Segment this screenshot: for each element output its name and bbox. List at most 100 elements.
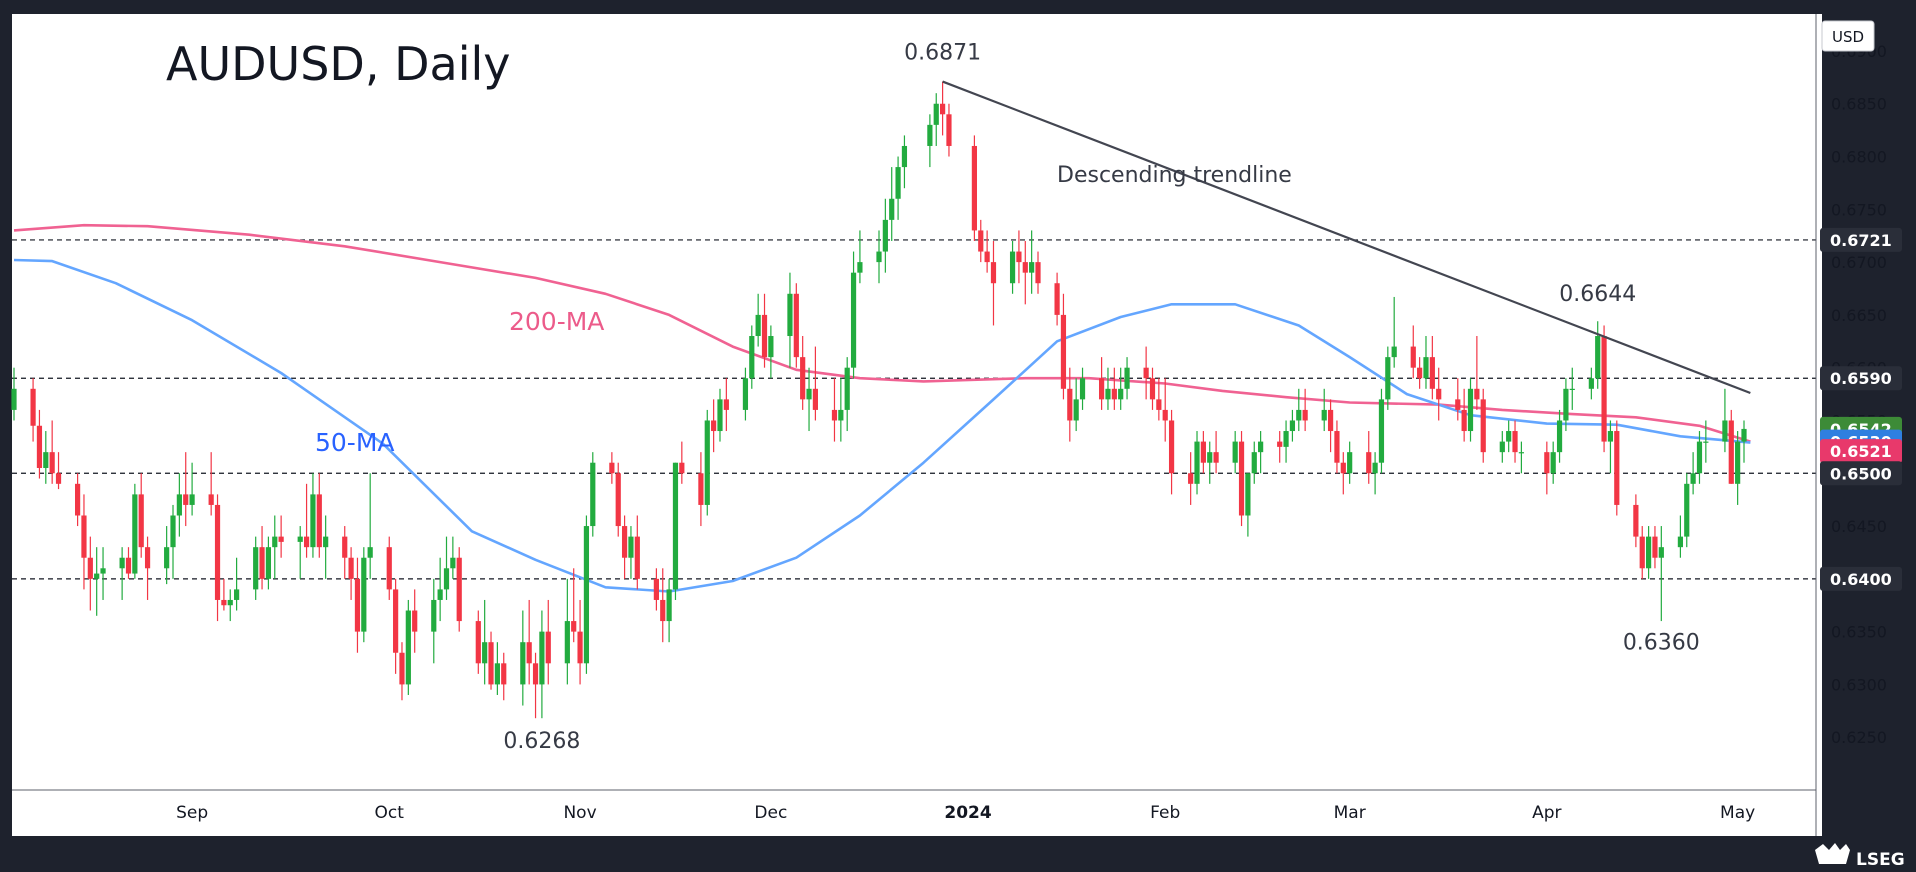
candle [1340,452,1346,495]
candle-body [1633,504,1639,537]
candle-body [749,336,755,379]
candle-body [564,621,570,664]
candle [1232,431,1238,474]
price-tag-box [1820,227,1902,252]
candle-body [628,536,634,558]
candle-body [361,557,367,632]
candle-body [717,399,723,432]
price-tag-label: 0.6500 [1830,464,1892,483]
candle [297,526,303,579]
candle [1162,378,1168,442]
ma-line-200-ma [13,223,1751,443]
candle [259,526,265,590]
candle [850,251,857,379]
annotation-label: 0.6644 [1559,282,1636,307]
candle-body [272,536,278,548]
candle-body [1696,441,1703,474]
candle [437,557,443,622]
candle-body [1168,420,1175,474]
price-tag: 0.6500 [1820,461,1902,486]
candle [609,452,615,484]
candle-body [634,536,640,579]
candle [838,378,844,442]
candle-body [1741,428,1747,442]
y-tick-label: 0.6700 [1831,253,1887,272]
candle [1550,441,1556,484]
candle [1156,378,1162,421]
candle-body [1340,462,1346,474]
price-tag-box [1820,439,1902,464]
candle [214,494,221,622]
price-tag-label: 0.6400 [1830,570,1892,589]
candle-body [793,293,799,358]
candle-body [1410,346,1416,368]
candle-body [1099,378,1105,400]
candle-body [1658,547,1664,558]
candle [1213,431,1219,474]
candle-body [1652,536,1658,558]
candle [1506,420,1512,453]
candle [539,610,545,719]
candle [723,378,729,432]
candle [1741,420,1747,463]
candle-body [36,425,43,468]
candle-body [1684,483,1690,537]
price-tag-box [1820,566,1902,591]
candle-body [940,103,946,115]
x-tick-label: Oct [375,803,405,823]
x-tick-label: 2024 [944,803,991,823]
candle-body [11,388,17,410]
candle [978,219,984,263]
candle [1327,399,1334,453]
candle-body [787,293,793,337]
candle-body [1556,420,1563,453]
candle-body [1296,409,1302,421]
candle [87,536,93,611]
candle [946,103,952,157]
x-axis-ticks: Sep Oct Nov Dec 2024 Feb Mar Apr May [176,803,1755,823]
candle-body [901,145,908,168]
candle-body [1595,336,1601,379]
candle-body [971,145,978,231]
price-tag: 0.6521 [1820,439,1902,464]
descending-trendline [942,80,1751,395]
candle [1480,388,1486,463]
candle [1035,251,1041,294]
candle [1410,325,1416,379]
candle [1054,272,1060,326]
currency-label: USD [1832,28,1864,46]
candle [1079,367,1086,410]
candle [405,599,411,695]
candle [742,367,749,421]
candle-body [176,494,182,516]
candle-body [1728,420,1734,484]
candle [1677,515,1683,558]
candle [393,578,399,674]
candle-body [838,409,844,421]
candle [1544,441,1550,495]
candle [183,452,189,527]
candle-body [609,462,615,474]
candle [450,536,456,579]
candle [806,367,812,432]
x-tick-label: Dec [754,803,787,823]
candle [1690,452,1696,495]
candle [488,631,494,690]
candle-body [666,589,672,622]
candle-body [87,557,93,579]
y-tick-label: 0.6650 [1831,306,1887,325]
candle-body [526,642,532,664]
candle [164,526,170,585]
candle [1188,452,1194,505]
candle [100,547,106,600]
candle-body [412,610,418,632]
candle-body [1251,452,1257,474]
candle [787,272,793,368]
candle-body [297,536,303,542]
candle-body [405,610,411,685]
candle-body [1391,346,1397,358]
candle-body [265,547,272,579]
candle-body [876,251,882,263]
candle [144,536,151,600]
candle [456,547,462,632]
